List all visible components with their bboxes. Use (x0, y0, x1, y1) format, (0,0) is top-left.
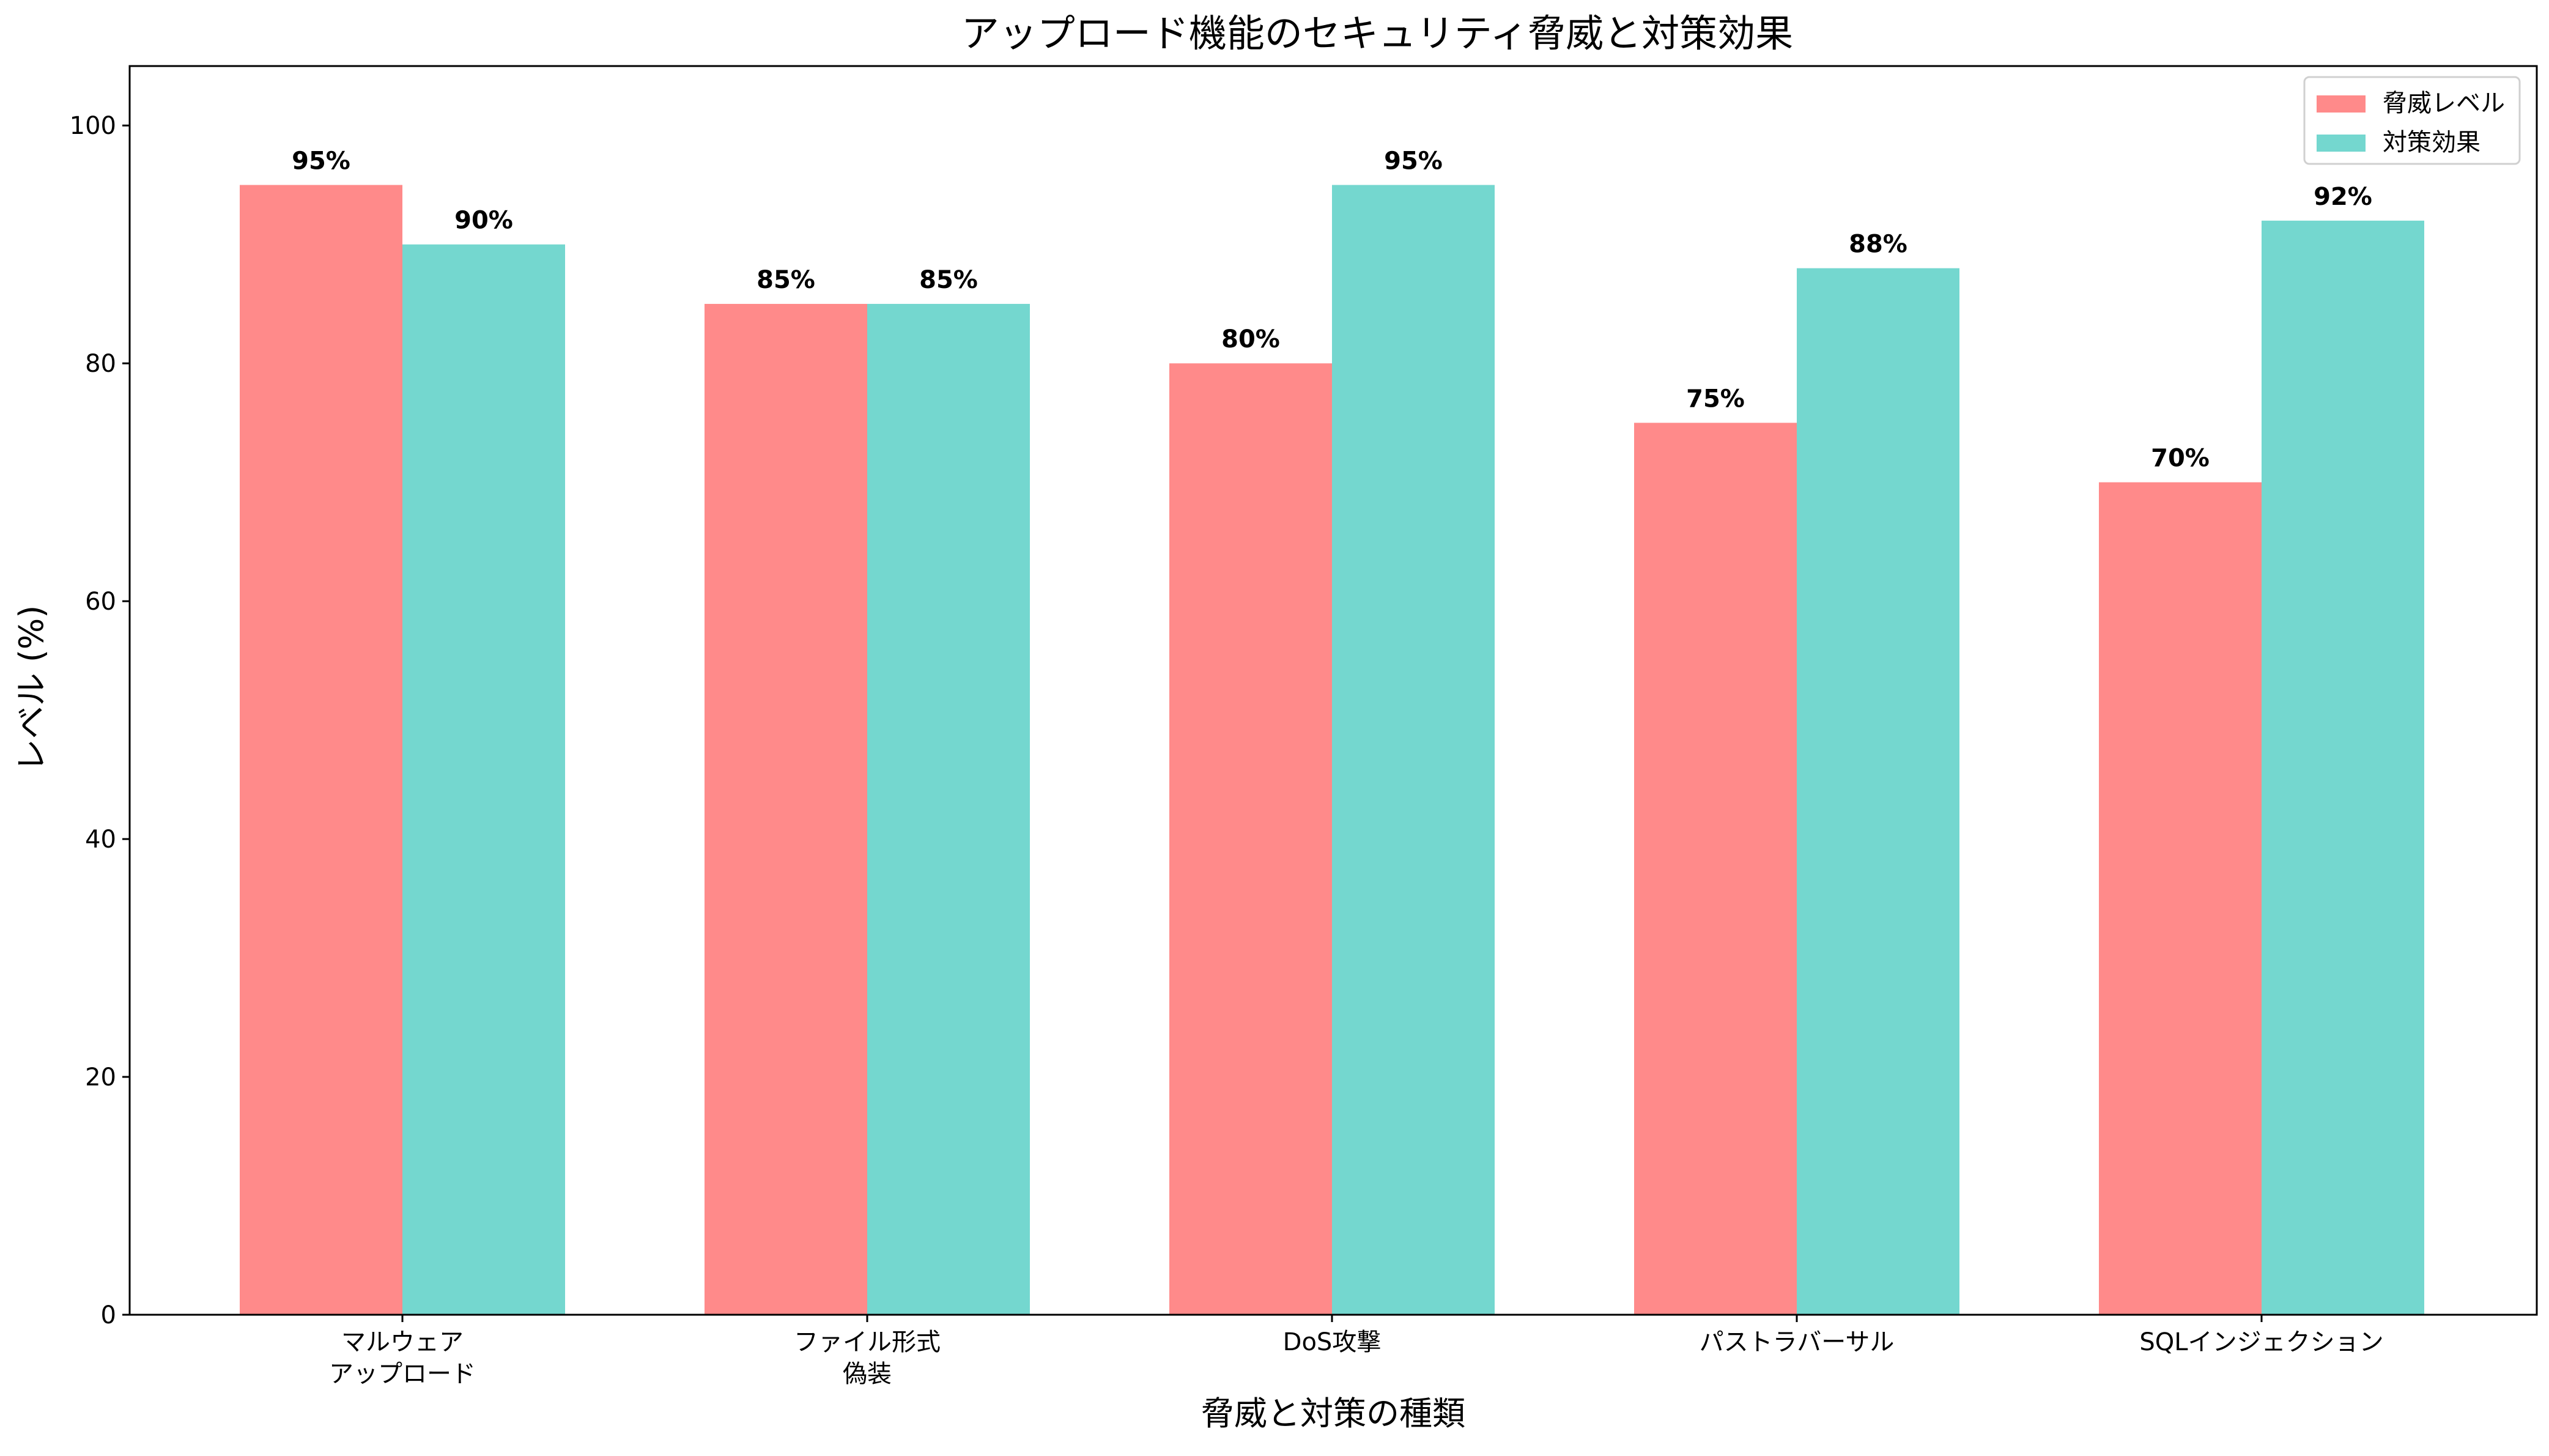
x-tick-label: DoS攻撃 (1283, 1328, 1382, 1356)
value-label-series1-cat1: 95% (292, 147, 350, 175)
x-tick-label: 偽装 (843, 1360, 892, 1388)
value-label-series2-cat3: 95% (1384, 147, 1443, 175)
bars-layer (240, 185, 2424, 1315)
y-tick-label: 40 (85, 826, 116, 854)
legend-swatch-series1 (2317, 95, 2366, 113)
x-tick-label: マルウェア (341, 1328, 464, 1356)
bar-series1-cat2 (705, 303, 867, 1315)
bar-series2-cat5 (2262, 220, 2424, 1315)
x-tick-label: アップロード (329, 1360, 476, 1388)
bar-series1-cat5 (2099, 482, 2262, 1315)
y-tick-label: 20 (85, 1063, 116, 1092)
plot-frame (128, 65, 2538, 1316)
y-tick-label: 100 (70, 112, 116, 140)
value-label-series1-cat4: 75% (1686, 385, 1745, 413)
value-label-series2-cat5: 92% (2314, 183, 2372, 211)
bar-series1-cat1 (240, 185, 402, 1315)
bar-series2-cat4 (1797, 268, 1959, 1315)
y-axis-label: レベル (%) (12, 605, 51, 772)
value-label-series2-cat2: 85% (919, 266, 978, 294)
bar-series2-cat2 (867, 303, 1030, 1315)
value-label-series2-cat4: 88% (1849, 231, 1907, 259)
chart-title: アップロード機能のセキュリティ脅威と対策効果 (961, 11, 1793, 56)
y-tick-label: 80 (85, 350, 116, 378)
value-label-series1-cat2: 85% (757, 266, 815, 294)
y-tick-label: 0 (101, 1301, 116, 1329)
legend-label-series1: 脅威レベル (2383, 89, 2505, 117)
x-axis-label: 脅威と対策の種類 (1201, 1394, 1465, 1433)
x-tick-label: パストラバーサル (1700, 1328, 1895, 1356)
legend-swatch-series2 (2317, 135, 2366, 152)
legend-label-series2: 対策効果 (2383, 128, 2481, 157)
value-labels-layer: 95% 90% 85% 85% 80% 95% 75% 88% 70% 92% (292, 147, 2372, 472)
bar-series1-cat4 (1634, 423, 1797, 1315)
x-tick-label: SQLインジェクション (2139, 1328, 2383, 1356)
y-tick-label: 60 (85, 588, 116, 616)
value-label-series2-cat1: 90% (454, 207, 513, 235)
value-label-series1-cat5: 70% (2151, 445, 2210, 473)
bar-series2-cat1 (402, 244, 565, 1315)
bar-series2-cat3 (1332, 185, 1495, 1315)
x-tick-label: ファイル形式 (794, 1328, 941, 1356)
bar-series1-cat3 (1169, 363, 1332, 1315)
value-label-series1-cat3: 80% (1221, 325, 1280, 353)
